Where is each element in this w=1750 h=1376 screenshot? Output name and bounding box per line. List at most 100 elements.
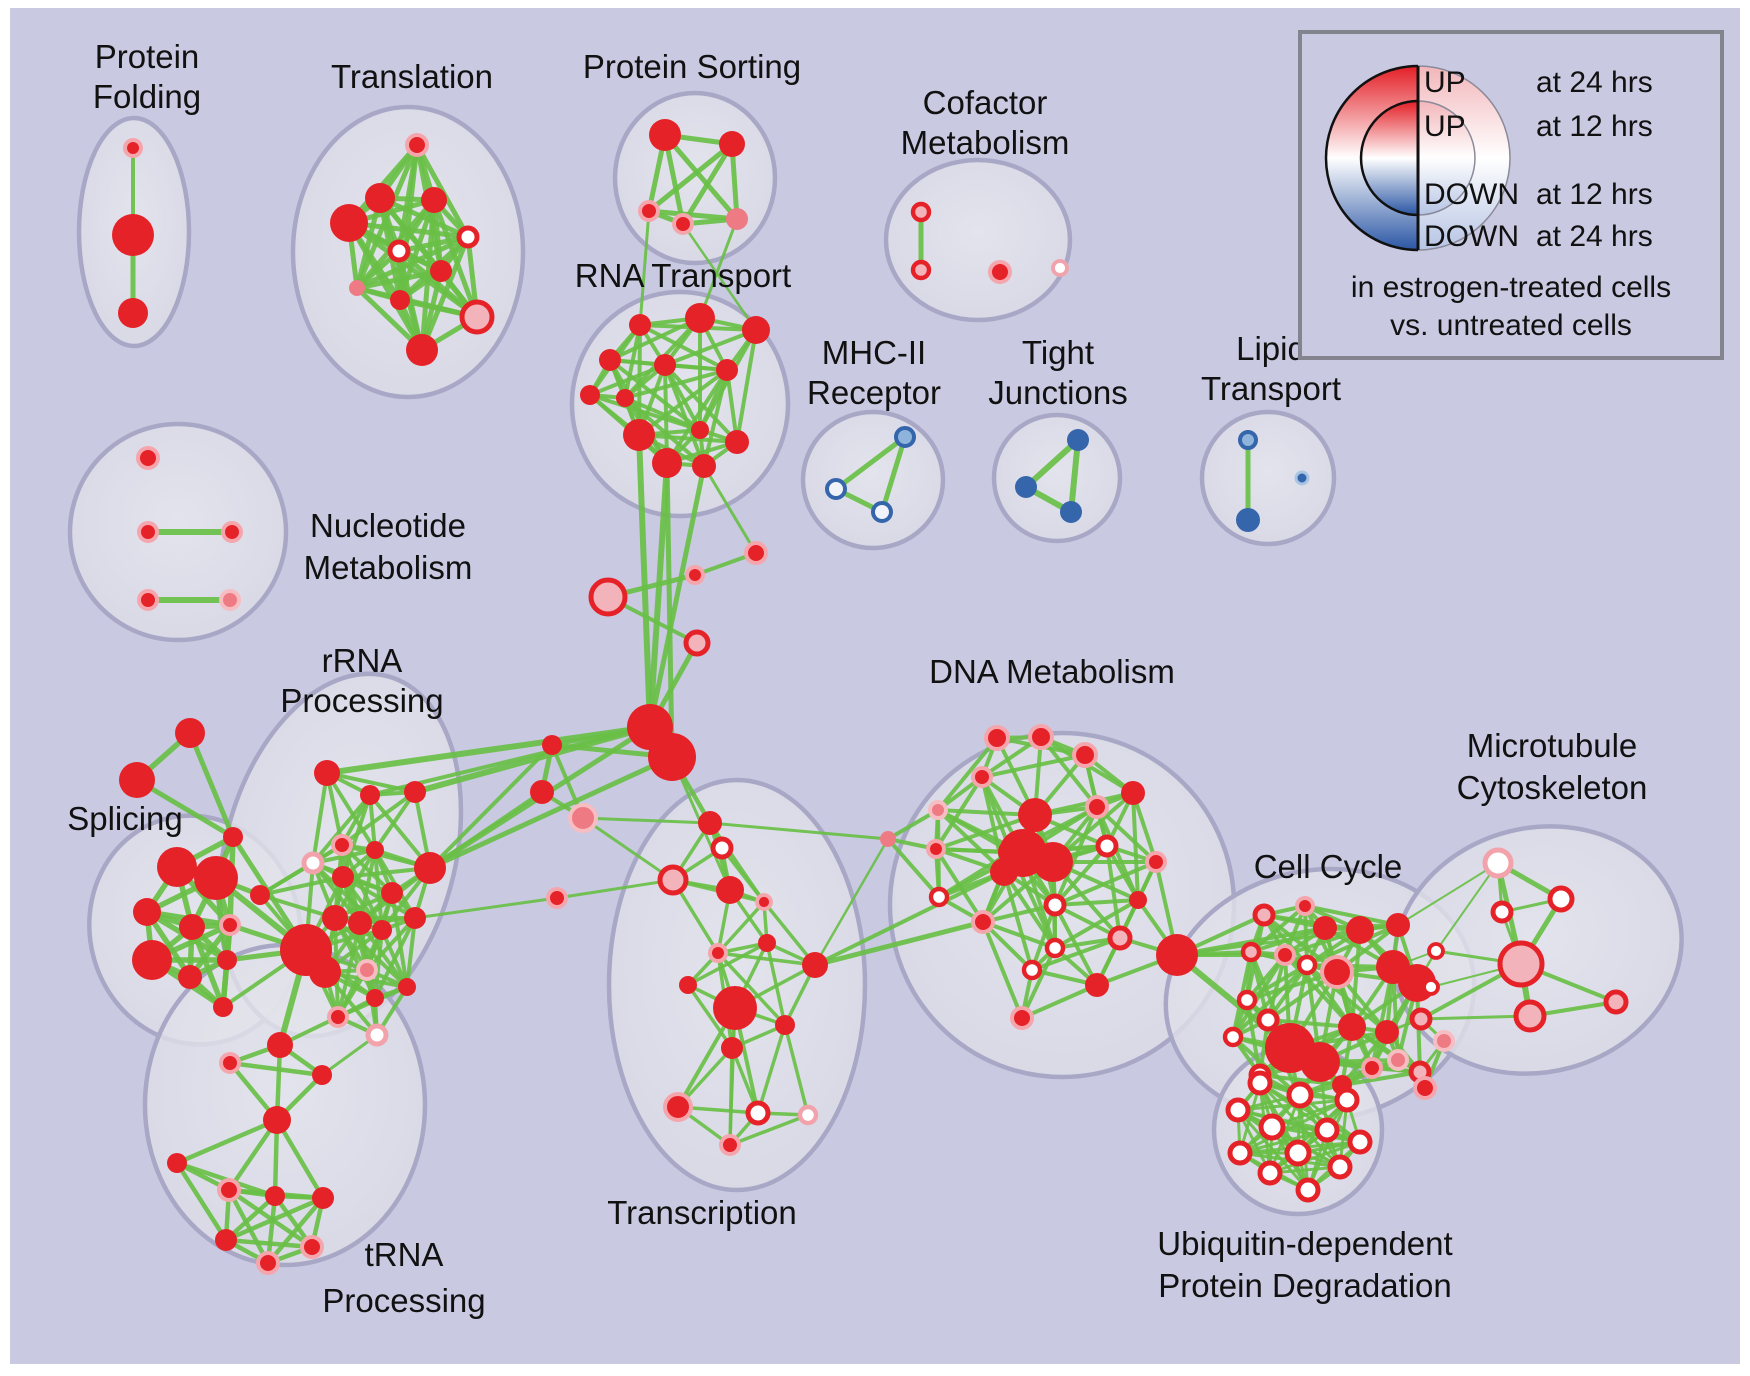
cluster-ellipse-tight-junctions bbox=[991, 412, 1123, 544]
node-microtubule-cytoskeleton-7 bbox=[1513, 999, 1547, 1033]
edge-bridge-transcription bbox=[581, 816, 712, 825]
edge-transcription bbox=[716, 951, 787, 1027]
legend-circle-outline bbox=[1324, 64, 1419, 252]
node-mhc-ii-receptor-0 bbox=[894, 426, 916, 448]
cluster-label-cofactor-metabolism: Metabolism bbox=[901, 124, 1070, 161]
node-dna-metabolism-24 bbox=[1156, 934, 1198, 976]
edge-bridge-rrna-processing bbox=[413, 896, 559, 920]
node-cofactor-metabolism-0 bbox=[910, 201, 932, 223]
node-trna-processing-6 bbox=[265, 1186, 285, 1206]
edge-rrna-processing bbox=[358, 848, 377, 925]
node-rna-transport-7 bbox=[623, 419, 655, 451]
node-cell-cycle-1 bbox=[1295, 896, 1315, 916]
network-nodes bbox=[112, 119, 1629, 1275]
edge-rna-transport bbox=[623, 396, 702, 432]
edge-protein-sorting-rna-transport bbox=[698, 217, 739, 320]
node-trna-processing-0 bbox=[267, 1032, 293, 1058]
node-splicing-10 bbox=[178, 965, 202, 989]
edge-rna-transport bbox=[623, 368, 729, 400]
cluster-label-tight-junctions: Junctions bbox=[988, 374, 1127, 411]
node-transcription-6 bbox=[708, 943, 728, 963]
edge-dna-metabolism bbox=[936, 736, 999, 812]
node-tight-junctions-2 bbox=[1060, 501, 1082, 523]
node-transcription-5 bbox=[758, 934, 776, 952]
edge-rna-transport bbox=[638, 323, 729, 372]
cluster-label-rrna-processing: rRNA bbox=[322, 642, 403, 679]
edge-rrna-processing bbox=[373, 928, 384, 1000]
edge-rna-transport-connectors bbox=[702, 464, 758, 555]
legend-time-label: at 12 hrs bbox=[1536, 178, 1653, 211]
node-transcription-7 bbox=[679, 976, 697, 994]
node-transcription-1 bbox=[710, 836, 734, 860]
edge-splicing bbox=[187, 730, 236, 840]
node-transcription-14 bbox=[797, 1104, 819, 1126]
node-rrna-processing-17 bbox=[327, 1006, 349, 1028]
edge-dna-metabolism bbox=[1030, 936, 1122, 972]
cluster-label-tight-junctions: Tight bbox=[1022, 334, 1094, 371]
edge-rrna-processing bbox=[311, 793, 372, 865]
node-rrna-processing-2 bbox=[404, 781, 426, 803]
edge-dna-metabolism bbox=[934, 813, 1037, 851]
node-translation-7 bbox=[349, 280, 365, 296]
node-rrna-processing-10 bbox=[348, 911, 372, 935]
edge-bridge-transcription bbox=[581, 816, 675, 882]
node-nucleotide-metabolism-4 bbox=[219, 589, 241, 611]
edge-rna-transport bbox=[735, 328, 758, 444]
legend-direction-label: DOWN bbox=[1424, 220, 1519, 253]
node-rna-transport-3 bbox=[599, 349, 621, 371]
edge-trna-processing bbox=[223, 1195, 326, 1243]
node-rrna-processing-13 bbox=[309, 956, 341, 988]
edge-rrna-processing bbox=[311, 771, 329, 865]
node-cofactor-metabolism-3 bbox=[1051, 259, 1069, 277]
edge-rna-transport-connectors bbox=[647, 460, 670, 730]
cluster-label-translation: Translation bbox=[331, 58, 493, 95]
node-translation-3 bbox=[330, 204, 368, 242]
node-nucleotide-metabolism-0 bbox=[136, 446, 160, 470]
node-lipid-transport-2 bbox=[1294, 470, 1310, 486]
node-dna-metabolism-22 bbox=[1085, 973, 1109, 997]
edge-cell-cycle bbox=[1231, 963, 1309, 1039]
node-tight-junctions-1 bbox=[1015, 476, 1037, 498]
cluster-ellipse-trna-processing bbox=[142, 942, 428, 1268]
node-cell-cycle-21 bbox=[1361, 1057, 1383, 1079]
edge-protein-sorting-rna-transport bbox=[681, 222, 758, 332]
node-dna-metabolism-20 bbox=[1107, 925, 1133, 951]
node-dna-metabolism-1 bbox=[1028, 724, 1054, 750]
edge-cell-cycle bbox=[1340, 1070, 1422, 1087]
node-protein-sorting-4 bbox=[726, 208, 748, 230]
node-microtubule-cytoskeleton-5 bbox=[1422, 978, 1440, 996]
node-dna-metabolism-23 bbox=[1010, 1006, 1034, 1030]
cluster-label-rrna-processing: Processing bbox=[280, 682, 443, 719]
node-microtubule-cytoskeleton-9 bbox=[1433, 1030, 1455, 1052]
node-splicing-6 bbox=[179, 914, 205, 940]
edge-translation bbox=[419, 234, 471, 353]
edge-trna-processing bbox=[174, 1117, 280, 1166]
node-protein-folding-2 bbox=[118, 298, 148, 328]
node-cofactor-metabolism-1 bbox=[910, 259, 932, 281]
node-rrna-processing-15 bbox=[366, 989, 384, 1007]
node-protein-sorting-2 bbox=[638, 200, 660, 222]
node-translation-6 bbox=[430, 260, 452, 282]
edge-rna-transport bbox=[663, 363, 739, 444]
edge-trna-processing bbox=[226, 1117, 280, 1193]
node-cell-cycle-5 bbox=[1346, 916, 1374, 944]
node-trna-processing-7 bbox=[312, 1187, 334, 1209]
node-trna-processing-10 bbox=[256, 1251, 280, 1275]
node-dna-metabolism-7 bbox=[1121, 781, 1145, 805]
node-protein-folding-0 bbox=[123, 138, 143, 158]
cluster-label-nucleotide-metabolism: Metabolism bbox=[304, 549, 473, 586]
cluster-ellipse-protein-sorting bbox=[612, 90, 778, 266]
node-cell-cycle-6 bbox=[1386, 913, 1410, 937]
node-splicing-9 bbox=[217, 950, 237, 970]
node-rrna-processing-20 bbox=[404, 907, 426, 929]
edge-dna-metabolism-transcription bbox=[813, 837, 890, 967]
edge-transcription bbox=[716, 900, 766, 955]
node-nucleotide-metabolism-3 bbox=[137, 589, 159, 611]
node-translation-4 bbox=[456, 225, 480, 249]
node-protein-folding-1 bbox=[112, 214, 154, 256]
legend-circle-outline bbox=[1359, 99, 1419, 217]
node-rrna-processing-0 bbox=[314, 760, 340, 786]
node-ubiquitin-degradation-2 bbox=[1334, 1087, 1360, 1113]
edge-trna-processing bbox=[226, 1187, 271, 1266]
